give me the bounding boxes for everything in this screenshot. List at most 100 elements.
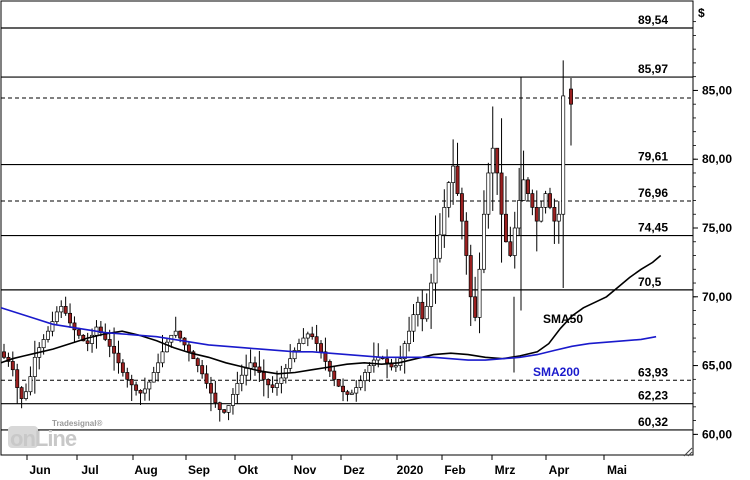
candle-body [107,339,112,347]
candle-body [437,234,442,259]
candle-body [32,356,37,377]
candle-body [526,179,530,194]
candle-body [433,257,438,284]
sma-line-sma200 [0,307,657,361]
candle-body [323,351,328,362]
y-tick-label-0: 85,00 [702,83,732,97]
candle-body [539,207,544,222]
candle-body [455,165,460,194]
x-tick-label-6: Dez [343,463,364,477]
candle-body [473,296,478,318]
candle-body [156,362,161,373]
candle-body [63,306,68,314]
candle-body [160,351,165,364]
candle-body [81,334,86,342]
level-label-8: 62,23 [638,389,668,403]
candle-body [195,358,200,366]
moving-averages [0,254,662,375]
candle-body [138,389,143,394]
sma200-label: SMA200 [533,365,580,379]
x-tick-label-3: Sep [188,463,210,477]
candle-body [341,385,345,393]
candle-body [424,306,429,320]
x-tick-label-9: Mrz [495,463,516,477]
candle-body [239,374,244,384]
candle-body [76,329,81,336]
candle-body [477,268,482,318]
candle-body [407,330,412,344]
x-tick-label-7: 2020 [397,463,424,477]
candle-body [358,380,363,388]
x-tick-label-11: Mai [607,463,627,477]
candle-body [349,392,354,395]
candle-body [429,282,434,307]
candle-body [530,193,535,208]
candle-body [459,193,464,222]
level-label-5: 74,45 [638,221,668,235]
resize-handle-icon[interactable] [683,447,693,457]
x-tick-label-4: Okt [238,463,258,477]
candle-body [446,182,451,208]
candle-body [552,207,557,222]
candle-body [54,311,59,322]
y-tick-label-5: 60,00 [702,427,732,441]
y-unit-label: $ [698,6,705,20]
candle-body [292,350,297,360]
candle-body [569,88,573,105]
candle-body [261,372,266,380]
candle-body [451,165,456,183]
candle-body [548,193,552,208]
candle-body [499,172,504,215]
candle-body [248,362,253,369]
y-tick-label-3: 70,00 [702,290,732,304]
y-tick-label-2: 75,00 [702,221,732,235]
candle-body [164,341,169,353]
y-axis: 85,00 80,00 75,00 70,00 65,00 60,00 [693,21,732,441]
candle-body [297,343,301,351]
candle-body [415,301,420,316]
candle-body [50,321,55,332]
candle-body [41,339,46,349]
candle-body [332,370,337,380]
candle-body [235,383,240,395]
candle-body [72,322,77,331]
level-lines: 89,54 85,97 79,61 76,96 74,45 70,5 63,93 62,23 6… [1,13,693,431]
candle-body [116,352,121,364]
candle-body [420,301,425,320]
candle-body [266,378,271,386]
candle-body [191,351,196,360]
candle-body [204,373,209,384]
candle-body [464,220,469,256]
candle-body [125,372,130,380]
candle-body [142,388,147,394]
candle-body [319,343,323,353]
x-tick-label-10: Apr [549,463,570,477]
candle-body [24,391,28,399]
candle-body [134,384,139,391]
x-tick-label-8: Feb [444,463,465,477]
candle-body [490,147,495,174]
candle-body [186,344,191,353]
candle-body [495,147,500,174]
candle-body [534,207,539,222]
x-tick-label-5: Nov [294,463,317,477]
candle-body [151,372,156,383]
level-label-7: 63,93 [638,365,668,379]
candle-body [367,365,372,373]
candle-body [173,330,178,336]
sma50-label: SMA50 [543,312,583,326]
candle-body [59,306,64,313]
x-tick-label-0: Jun [29,463,50,477]
candle-body [19,387,24,399]
candle-body [244,367,249,376]
candle-body [253,362,257,368]
candle-body [301,337,306,344]
candle-body [178,330,183,339]
candle-body [90,334,95,344]
candle-body [556,213,561,222]
level-label-1: 85,97 [638,62,668,76]
level-label-6: 70,5 [638,275,662,289]
candle-body [411,314,416,332]
candle-body [481,213,486,270]
